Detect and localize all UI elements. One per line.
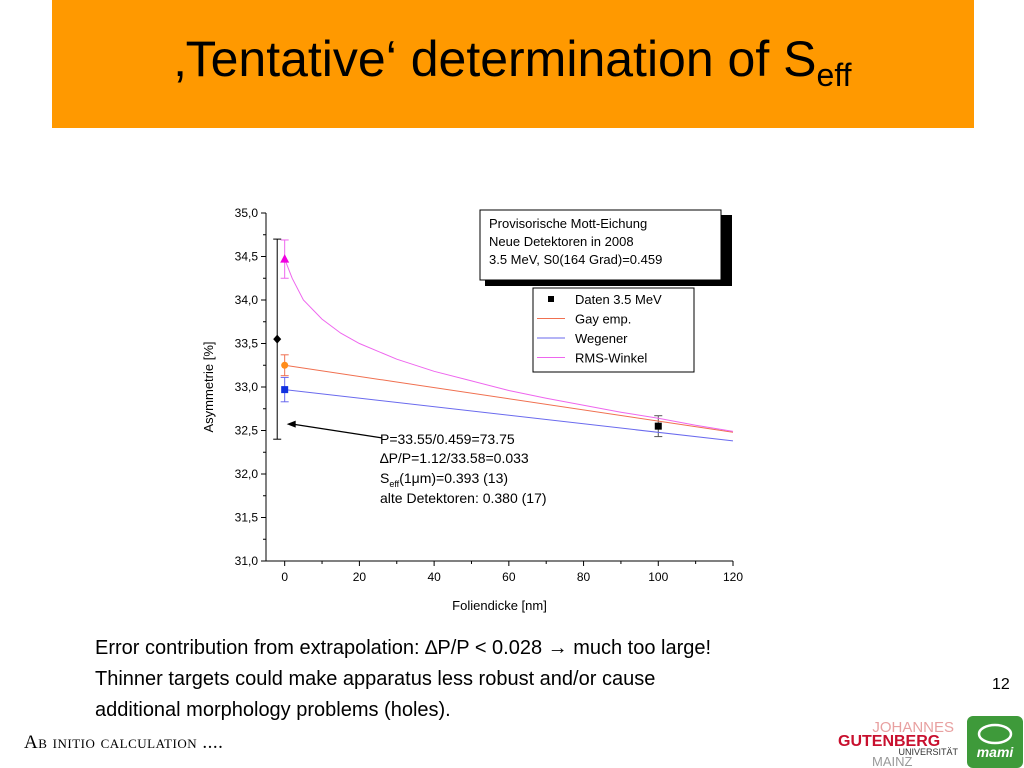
slide-title-subscript: eff xyxy=(816,57,852,93)
title-bar: ‚Tentative‘ determination of Seff xyxy=(52,0,974,128)
y-tick-label: 33,0 xyxy=(235,380,259,394)
annotation-arrow-head xyxy=(286,420,296,428)
series-wegener-marker xyxy=(281,386,289,394)
slide-title-main: ‚Tentative‘ determination of S xyxy=(174,31,817,87)
series-daten-3-5-mev-point xyxy=(654,422,662,430)
series-gay-emp-marker xyxy=(281,361,289,369)
y-tick-label: 35,0 xyxy=(235,206,259,220)
info-box xyxy=(479,209,722,281)
x-tick-label: 80 xyxy=(577,570,591,584)
x-tick-label: 20 xyxy=(353,570,367,584)
x-tick-label: 0 xyxy=(281,570,288,584)
x-tick-label: 100 xyxy=(648,570,668,584)
mami-logo-ring xyxy=(977,723,1013,745)
y-tick-label: 33,5 xyxy=(235,337,259,351)
y-tick-label: 32,0 xyxy=(235,467,259,481)
jgu-logo-line1: JOHANNES xyxy=(872,719,954,736)
info-box-line: 3.5 MeV, S0(164 Grad)=0.459 xyxy=(489,252,662,267)
y-tick-label: 34,5 xyxy=(235,250,259,264)
axes: 31,0 31,5 32,0 32,5 33,0 33,5 34,0 34,5 35,0 0 20 4… xyxy=(201,206,743,613)
annotation-line-3: Seff(1μm)=0.393 (13) xyxy=(380,470,508,489)
y-tick-label: 34,0 xyxy=(235,293,259,307)
y-axis-label: Asymmetrie [%] xyxy=(201,341,216,432)
info-box-line: Provisorische Mott-Eichung xyxy=(489,216,647,231)
asymmetry-chart: 31,0 31,5 32,0 32,5 33,0 33,5 34,0 34,5 35,0 0 20 4… xyxy=(201,206,743,613)
series-wegener-line xyxy=(284,389,734,442)
annotation-line-1: P=33.55/0.459=73.75 xyxy=(380,431,515,447)
series-gay-emp-line xyxy=(284,364,734,433)
x-axis-label: Foliendicke [nm] xyxy=(452,598,547,613)
series-extrapolated-point xyxy=(273,334,282,344)
y-tick-label: 31,0 xyxy=(235,554,259,568)
annotation-line-3-symbol: S xyxy=(380,470,389,486)
mami-logo-text: mami xyxy=(977,744,1015,760)
footer-caption: Ab initio calculation .... xyxy=(24,732,224,753)
series-layer xyxy=(273,238,734,442)
annotation-line-3-subscript: eff xyxy=(389,479,399,489)
body-text: Error contribution from extrapolation: ∆… xyxy=(95,633,915,726)
jgu-logo-line4: MAINZ xyxy=(872,754,913,768)
info-box-line: Neue Detektoren in 2008 xyxy=(489,234,634,249)
mami-logo: mami xyxy=(967,716,1023,768)
annotation-line-3-value: (1μm)=0.393 (13) xyxy=(399,470,508,486)
x-tick-label: 40 xyxy=(427,570,441,584)
body-line-1: Error contribution from extrapolation: ∆… xyxy=(95,637,712,659)
jgu-logo-line3: UNIVERSITÄT xyxy=(898,747,958,757)
annotation-line-2: ∆P/P=1.12/33.58=0.033 xyxy=(380,450,529,466)
x-tick-label: 60 xyxy=(502,570,516,584)
legend-label-rms-winkel: RMS-Winkel xyxy=(575,351,647,366)
x-tick-label: 120 xyxy=(723,570,743,584)
y-tick-label: 31,5 xyxy=(235,511,259,525)
legend-label-daten-3-5-mev: Daten 3.5 MeV xyxy=(575,292,662,307)
body-line-3: additional morphology problems (holes). xyxy=(95,699,451,721)
body-line-2: Thinner targets could make apparatus les… xyxy=(95,668,656,690)
page-number: 12 xyxy=(992,676,1010,693)
y-tick-label: 32,5 xyxy=(235,424,259,438)
series-rms-winkel-marker xyxy=(280,254,290,263)
series-rms-winkel-line xyxy=(284,258,734,432)
jgu-logo: JOHANNES GUTENBERG UNIVERSITÄT MAINZ xyxy=(838,719,958,768)
jgu-logo-line2: GUTENBERG xyxy=(838,733,940,750)
annotation-arrow-line xyxy=(292,423,382,439)
slide-title: ‚Tentative‘ determination of Seff xyxy=(52,30,974,94)
legend-marker-daten-3-5-mev xyxy=(548,296,554,302)
overlay-layer: Provisorische Mott-Eichung Neue Detektore… xyxy=(286,209,732,506)
legend-label-gay-emp: Gay emp. xyxy=(575,312,631,327)
annotation-line-4: alte Detektoren: 0.380 (17) xyxy=(380,490,547,506)
legend-label-wegener: Wegener xyxy=(575,331,628,346)
